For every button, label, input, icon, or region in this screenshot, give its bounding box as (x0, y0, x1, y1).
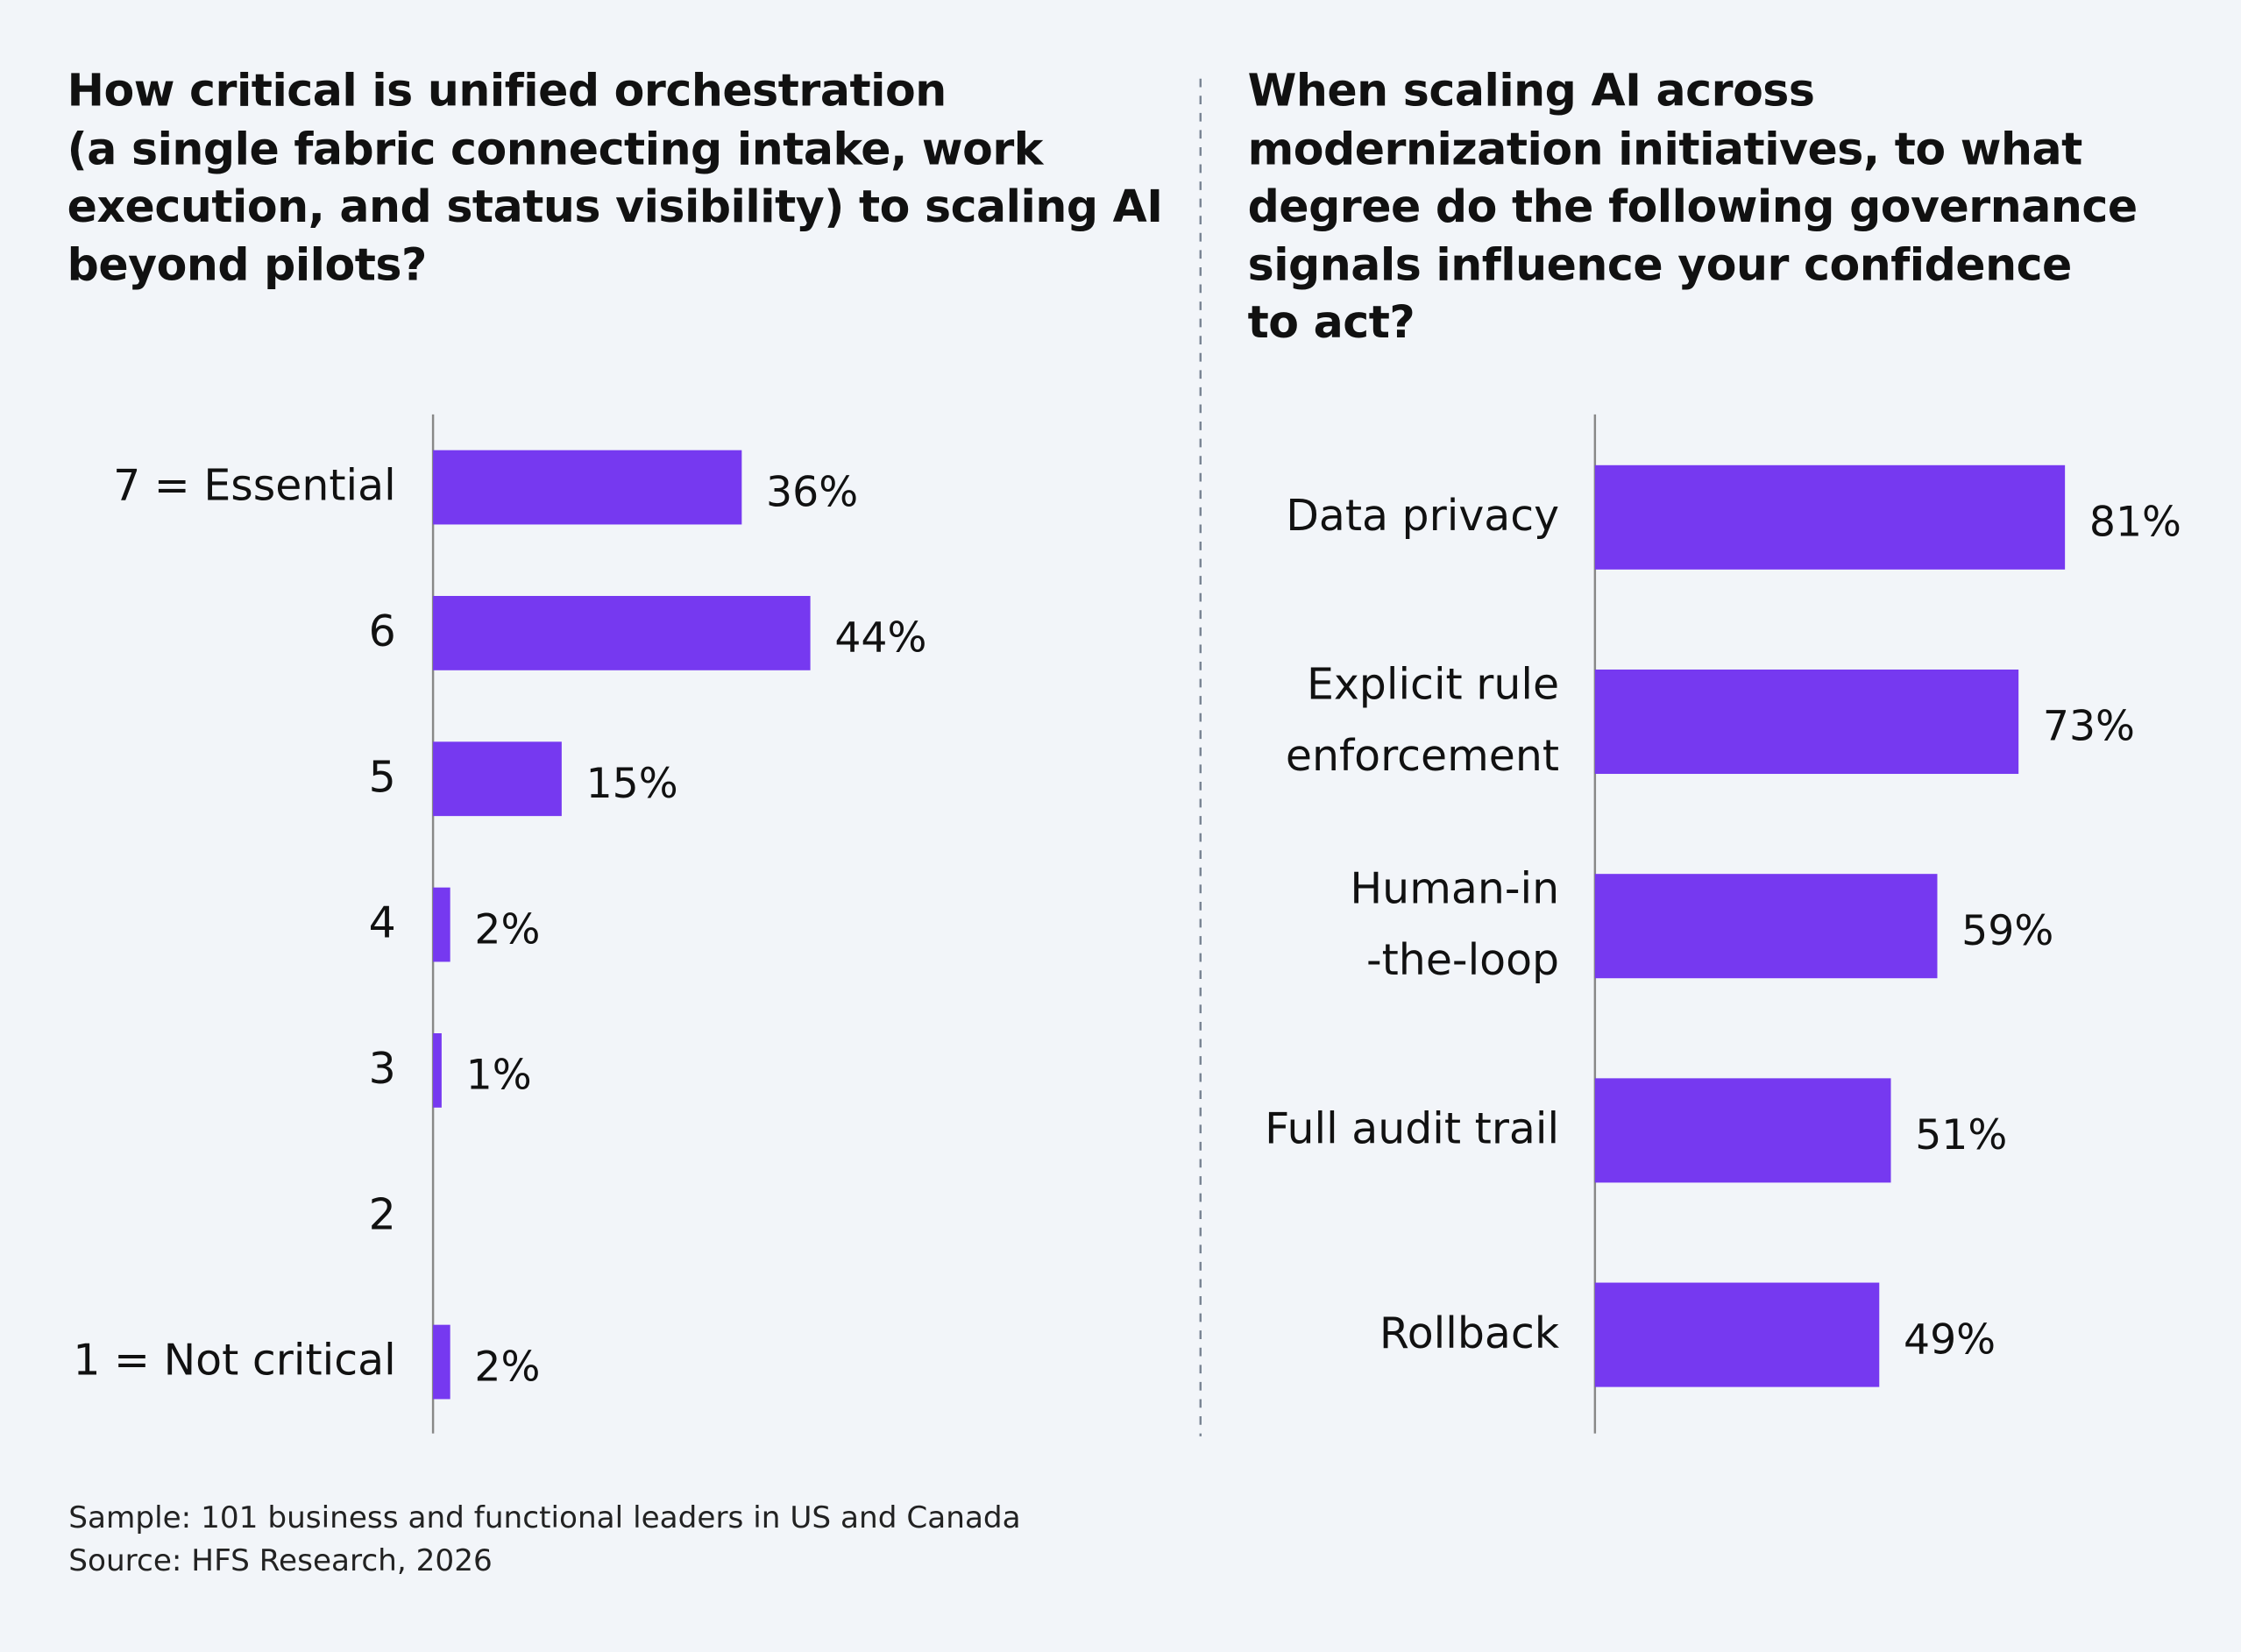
value-label: 81% (2089, 497, 2181, 546)
bar (1594, 464, 2066, 570)
footer-sample: Sample: 101 business and functional lead… (68, 1500, 1021, 1535)
value-label: 2% (474, 1342, 541, 1391)
category-label: Data privacy (1286, 491, 1560, 542)
category-label: 7 = Essential (113, 461, 396, 512)
category-label: 2 (368, 1190, 396, 1241)
category-label: Explicit rule enforcement (1285, 660, 1560, 782)
chart-title: How critical is unified orchestration (a… (67, 66, 1163, 291)
category-label: Rollback (1379, 1308, 1560, 1359)
value-label: 59% (1961, 905, 2054, 955)
bar (1594, 1078, 1891, 1183)
bar (1594, 1282, 1880, 1387)
value-label: 36% (766, 467, 859, 516)
value-label: 2% (474, 904, 541, 954)
category-label: Full audit trail (1265, 1104, 1560, 1155)
value-label: 15% (585, 758, 678, 808)
category-label: 4 (368, 898, 396, 949)
bar (1594, 874, 1938, 979)
value-label: 1% (465, 1050, 532, 1100)
bar (433, 1324, 450, 1400)
bar (433, 450, 742, 525)
value-label: 44% (834, 613, 927, 663)
value-label: 49% (1903, 1315, 1996, 1364)
bar (1594, 669, 2019, 775)
value-label: 51% (1915, 1110, 2008, 1159)
chart-title: When scaling AI across modernization ini… (1247, 66, 2138, 349)
value-label: 73% (2042, 701, 2136, 751)
category-label: 6 (368, 607, 396, 658)
category-label: 3 (368, 1045, 396, 1095)
bar (433, 1032, 442, 1108)
bar (433, 741, 562, 817)
bar (433, 887, 450, 962)
footer-source: Source: HFS Research, 2026 (68, 1543, 493, 1578)
category-label: 5 (368, 753, 396, 804)
bar (433, 596, 811, 670)
category-label: Human-in -the-loop (1350, 864, 1560, 987)
category-label: 1 = Not critical (73, 1336, 396, 1386)
